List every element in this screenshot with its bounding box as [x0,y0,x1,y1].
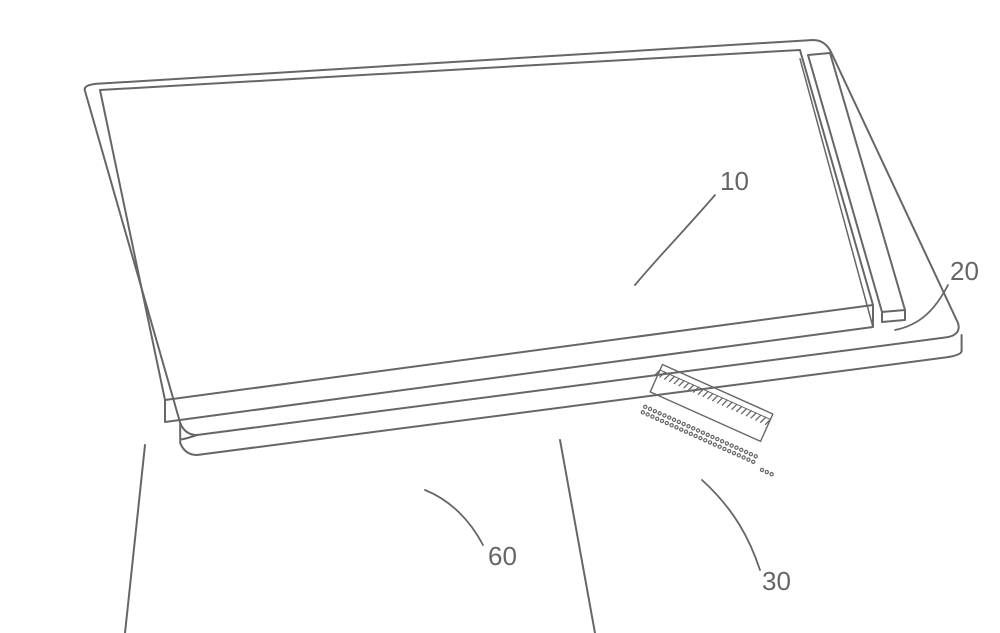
leader-20 [895,285,948,330]
pad [720,440,723,443]
pad [641,411,644,414]
pin [756,415,761,420]
patent-diagram: 10 20 30 60 [0,0,1000,633]
pad [708,441,711,444]
pad [663,414,666,417]
leader-10 [635,195,715,285]
pad [713,443,716,446]
pin [732,404,737,409]
label-30: 30 [762,566,791,596]
leader-30 [702,480,760,570]
pin [684,383,689,388]
pad [735,446,738,449]
pad [651,415,654,418]
pad [665,421,668,424]
label-10: 10 [720,166,749,196]
pin [717,398,722,403]
pin [708,394,713,399]
pad [684,430,687,433]
pad [694,434,697,437]
pad [728,449,731,452]
pin [669,376,674,381]
side-strip-top [808,53,905,312]
pad-extra [765,470,768,473]
pin [746,411,751,416]
pad [680,428,683,431]
pad [692,427,695,430]
pin [689,385,694,390]
pin [703,392,708,397]
pin [761,417,766,422]
pad [747,458,750,461]
pad [656,417,659,420]
pad-extra [770,473,773,476]
pad [670,424,673,427]
tail-left-edge [125,445,145,633]
pad [675,426,678,429]
pad [653,410,656,413]
pad [644,405,647,408]
pad [749,453,752,456]
leader-60 [425,490,483,545]
pad [648,407,651,410]
pin [679,381,684,386]
pin [713,396,718,401]
pad [660,419,663,422]
label-60: 60 [488,541,517,571]
pin [722,400,727,405]
pad [682,422,685,425]
pad [742,456,745,459]
label-20: 20 [950,256,979,286]
pin [751,413,756,418]
pin [665,374,670,379]
pad [732,452,735,455]
pad [723,447,726,450]
pad [740,448,743,451]
pad [699,437,702,440]
pin [674,379,679,384]
pad [689,432,692,435]
pad [718,445,721,448]
pad [716,438,719,441]
pad-extra [760,468,763,471]
pad [658,412,661,415]
pin-block-inner [660,370,770,419]
pad [737,454,740,457]
pin [727,402,732,407]
base-plate-fl-round [181,435,197,439]
pad [730,444,733,447]
top-panel-top [100,50,873,400]
pad [752,460,755,463]
tail-right-edge [560,440,595,633]
pad [701,431,704,434]
base-plate-top [85,40,959,435]
pad [744,450,747,453]
pad [706,433,709,436]
pad [696,429,699,432]
pad [687,425,690,428]
top-panel-front [165,305,873,422]
pin [737,407,742,412]
pad [711,435,714,438]
pad [646,413,649,416]
pad [668,416,671,419]
pad [672,418,675,421]
pad [677,420,680,423]
pad [725,442,728,445]
pad [704,439,707,442]
pin [741,409,746,414]
top-panel-right [800,59,873,327]
pad [754,455,757,458]
